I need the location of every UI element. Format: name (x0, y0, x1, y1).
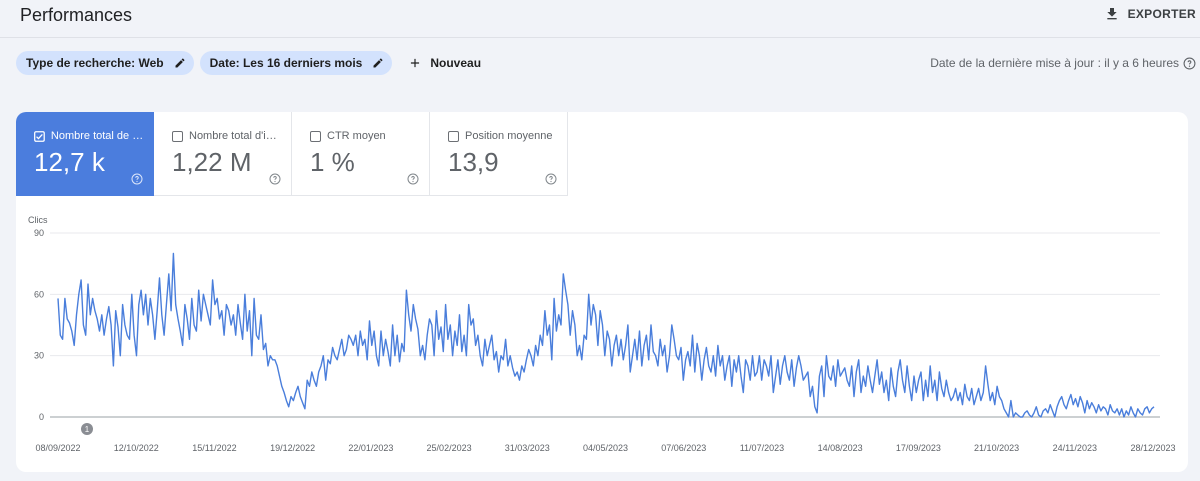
x-tick-label: 07/06/2023 (661, 443, 706, 453)
y-axis-label: Clics (28, 215, 48, 225)
export-label: EXPORTER (1127, 7, 1196, 21)
x-tick-label: 24/11/2023 (1053, 443, 1097, 453)
checkbox-icon (172, 130, 183, 142)
x-tick-label: 17/09/2023 (896, 443, 941, 453)
search-type-chip[interactable]: Type de recherche: Web (16, 51, 194, 75)
metric-value: 1,22 M (172, 147, 252, 177)
checkbox-icon (448, 130, 459, 142)
performance-card: Nombre total de c... 12,7 k Nombre total… (16, 112, 1188, 472)
y-tick-label: 90 (34, 228, 44, 238)
help-icon[interactable] (269, 173, 281, 185)
x-tick-label: 14/08/2023 (818, 443, 863, 453)
y-tick-label: 0 (39, 412, 44, 422)
help-icon[interactable] (131, 173, 143, 185)
series-line-clicks (57, 252, 1155, 418)
date-label: Date: Les 16 derniers mois (209, 56, 363, 70)
y-tick-label: 60 (34, 289, 44, 299)
x-tick-label: 25/02/2023 (427, 443, 472, 453)
metric-label: Position moyenne (465, 130, 553, 142)
x-tick-label: 15/11/2022 (192, 443, 236, 453)
x-tick-label: 12/10/2022 (114, 443, 159, 453)
metric-label: Nombre total de c... (50, 130, 146, 142)
date-chip[interactable]: Date: Les 16 derniers mois (199, 51, 393, 75)
plus-icon (411, 58, 420, 68)
metric-average-position[interactable]: Position moyenne 13,9 (430, 112, 568, 196)
new-filter-button[interactable]: Nouveau (408, 51, 481, 75)
export-button[interactable]: EXPORTER (1104, 4, 1196, 24)
new-filter-label: Nouveau (430, 56, 482, 70)
annotation-label: 1 (85, 425, 90, 434)
metric-tabs: Nombre total de c... 12,7 k Nombre total… (16, 112, 568, 196)
clicks-chart[interactable]: Clics 0 30 60 90 08/09/2022 12/10/2022 15/11/… (16, 212, 1188, 460)
last-update-info: Date de la dernière mise à jour : il y a… (930, 56, 1196, 70)
filter-bar: Type de recherche: Web Date: Les 16 dern… (16, 51, 481, 75)
metric-average-ctr[interactable]: CTR moyen 1 % (292, 112, 430, 196)
last-update-text: Date de la dernière mise à jour : il y a… (930, 56, 1179, 70)
metric-total-impressions[interactable]: Nombre total d'im... 1,22 M (154, 112, 292, 196)
page-title: Performances (20, 5, 133, 25)
help-icon[interactable] (407, 173, 419, 185)
checkbox-icon (310, 130, 321, 142)
checkbox-checked-icon (34, 130, 45, 142)
metric-value: 12,7 k (34, 147, 105, 177)
search-type-label: Type de recherche: Web (26, 56, 164, 70)
x-tick-label: 21/10/2023 (974, 443, 1019, 453)
x-tick-label: 08/09/2022 (35, 443, 80, 453)
edit-icon (175, 58, 185, 68)
metric-label: CTR moyen (327, 130, 386, 142)
download-icon (1106, 8, 1117, 20)
x-tick-label: 28/12/2023 (1130, 443, 1175, 453)
header-bar: Performances EXPORTER (0, 0, 1200, 38)
x-tick-label: 19/12/2022 (270, 443, 315, 453)
metric-value: 1 % (310, 147, 355, 177)
x-tick-label: 04/05/2023 (583, 443, 628, 453)
metric-total-clicks[interactable]: Nombre total de c... 12,7 k (16, 112, 154, 196)
metric-value: 13,9 (448, 147, 499, 177)
help-icon[interactable] (1183, 57, 1196, 70)
x-tick-label: 22/01/2023 (348, 443, 393, 453)
x-tick-label: 11/07/2023 (740, 443, 784, 453)
x-tick-label: 31/03/2023 (505, 443, 550, 453)
annotation-marker[interactable] (81, 423, 93, 435)
y-tick-label: 30 (34, 351, 44, 361)
edit-icon (373, 58, 383, 68)
help-icon[interactable] (545, 173, 557, 185)
metric-label: Nombre total d'im... (189, 130, 284, 142)
